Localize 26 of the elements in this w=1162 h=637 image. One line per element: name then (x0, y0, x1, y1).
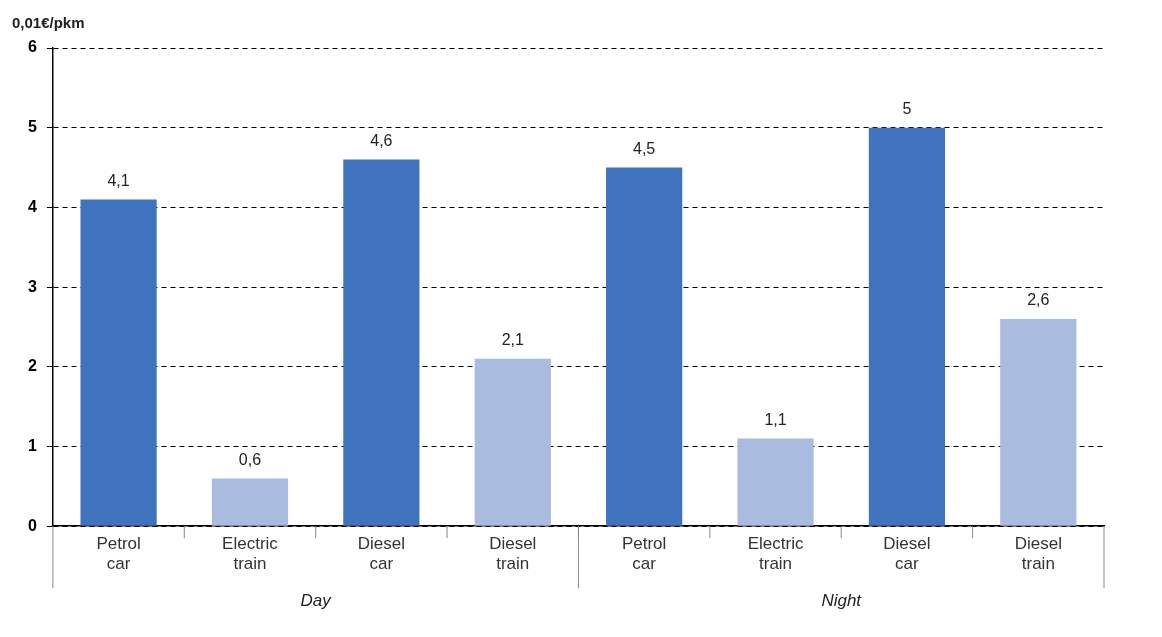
x-tick-label: Petrol car (96, 534, 141, 574)
y-tick-label: 0 (27, 516, 37, 534)
data-label: 1,1 (764, 410, 787, 428)
y-tick-label: 6 (27, 38, 37, 56)
text: Day (300, 591, 333, 611)
data-label: 4,1 (107, 171, 130, 189)
y-axis-title: 0,01€/pkm (12, 14, 85, 31)
x-tick-label: Diesel car (357, 534, 405, 574)
x-tick-label: Diesel train (1014, 534, 1062, 574)
data-label: 4,6 (370, 131, 393, 149)
data-label: 2,6 (1027, 291, 1050, 309)
y-tick-label: 4 (27, 197, 37, 215)
data-label: 2,1 (501, 331, 524, 349)
text: Night (821, 591, 863, 611)
data-label: 0,6 (238, 450, 262, 468)
y-tick-label: 1 (27, 436, 37, 454)
y-tick-label: 3 (27, 277, 37, 295)
x-tick-label: Electric train (747, 534, 804, 574)
x-tick-label: Electric train (222, 534, 279, 574)
data-label: 5 (902, 100, 912, 118)
x-tick-label: Diesel car (883, 534, 931, 574)
x-tick-label: Diesel train (489, 534, 537, 574)
x-tick-label: Petrol car (621, 534, 667, 574)
data-label: 4,5 (633, 139, 656, 157)
y-tick-label: 2 (27, 357, 37, 375)
y-tick-label: 5 (27, 118, 37, 136)
